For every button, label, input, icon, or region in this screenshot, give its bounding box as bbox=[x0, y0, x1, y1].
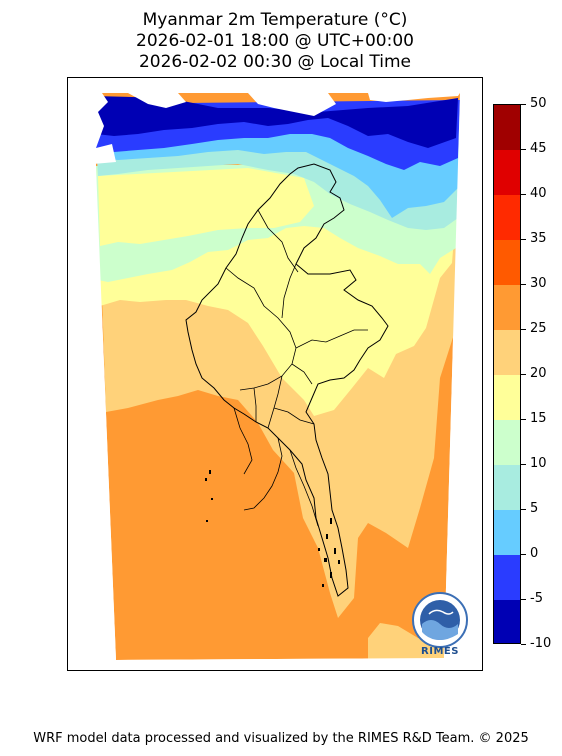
colorbar-tick-label: 20 bbox=[530, 366, 547, 381]
title-line-2: 2026-02-01 18:00 @ UTC+00:00 bbox=[136, 31, 414, 51]
field-band-20-25-south bbox=[368, 623, 444, 660]
colorbar-tick-label: 50 bbox=[530, 96, 547, 111]
colorbar-tick-label: 10 bbox=[530, 456, 547, 471]
logo-text: RIMES bbox=[421, 646, 459, 657]
colorbar-tick bbox=[521, 464, 526, 465]
masked-terrain-3 bbox=[248, 93, 336, 116]
colorbar-band bbox=[494, 465, 520, 511]
state-boundaries bbox=[225, 209, 368, 527]
title-line-3: 2026-02-02 00:30 @ Local Time bbox=[138, 52, 412, 72]
colorbar bbox=[493, 104, 521, 644]
colorbar-tick-label: 40 bbox=[530, 186, 547, 201]
temperature-field bbox=[68, 78, 482, 670]
colorbar-tick-label: 45 bbox=[530, 141, 547, 156]
colorbar-tick bbox=[521, 149, 526, 150]
colorbar-band bbox=[494, 105, 520, 151]
colorbar-band bbox=[494, 600, 520, 643]
colorbar-band bbox=[494, 195, 520, 241]
field-band-15-20-north bbox=[98, 168, 314, 246]
colorbar-band bbox=[494, 555, 520, 601]
colorbar-tick-label: 5 bbox=[530, 501, 539, 516]
footer-credit: WRF model data processed and visualized … bbox=[33, 731, 529, 746]
colorbar-tick-label: 15 bbox=[530, 411, 547, 426]
temperature-map bbox=[67, 77, 483, 671]
colorbar-band bbox=[494, 375, 520, 421]
field-band-minus10-minus5 bbox=[94, 96, 458, 148]
colorbar-tick bbox=[521, 509, 526, 510]
islands bbox=[205, 470, 340, 587]
colorbar-tick-label: -5 bbox=[530, 591, 543, 606]
masked-terrain bbox=[93, 93, 116, 164]
title-line-1: Myanmar 2m Temperature (°C) bbox=[142, 10, 408, 30]
map-title: Myanmar 2m Temperature (°C) 2026-02-01 1… bbox=[0, 10, 550, 73]
colorbar-tick-label: 35 bbox=[530, 231, 547, 246]
masked-terrain-4 bbox=[368, 93, 460, 102]
colorbar-tick bbox=[521, 374, 526, 375]
myanmar-border bbox=[185, 163, 389, 597]
colorbar-band bbox=[494, 510, 520, 556]
colorbar-band bbox=[494, 150, 520, 196]
colorbar-tick bbox=[521, 194, 526, 195]
colorbar-band bbox=[494, 240, 520, 286]
colorbar-tick bbox=[521, 284, 526, 285]
rimes-globe-icon bbox=[412, 592, 468, 648]
colorbar-tick bbox=[521, 644, 526, 645]
colorbar-tick-label: 25 bbox=[530, 321, 547, 336]
colorbar-band bbox=[494, 420, 520, 466]
colorbar-tick bbox=[521, 599, 526, 600]
colorbar-tick-label: 0 bbox=[530, 546, 539, 561]
colorbar-band bbox=[494, 330, 520, 376]
outside-domain bbox=[68, 78, 482, 670]
rimes-logo: RIMES bbox=[407, 590, 473, 660]
colorbar-tick-label: -10 bbox=[530, 636, 552, 651]
colorbar-tick bbox=[521, 419, 526, 420]
colorbar-band bbox=[494, 285, 520, 331]
masked-terrain-2 bbox=[128, 93, 186, 108]
colorbar-tick bbox=[521, 104, 526, 105]
colorbar-tick bbox=[521, 239, 526, 240]
colorbar-tick bbox=[521, 554, 526, 555]
colorbar-tick bbox=[521, 329, 526, 330]
colorbar-tick-label: 30 bbox=[530, 276, 547, 291]
